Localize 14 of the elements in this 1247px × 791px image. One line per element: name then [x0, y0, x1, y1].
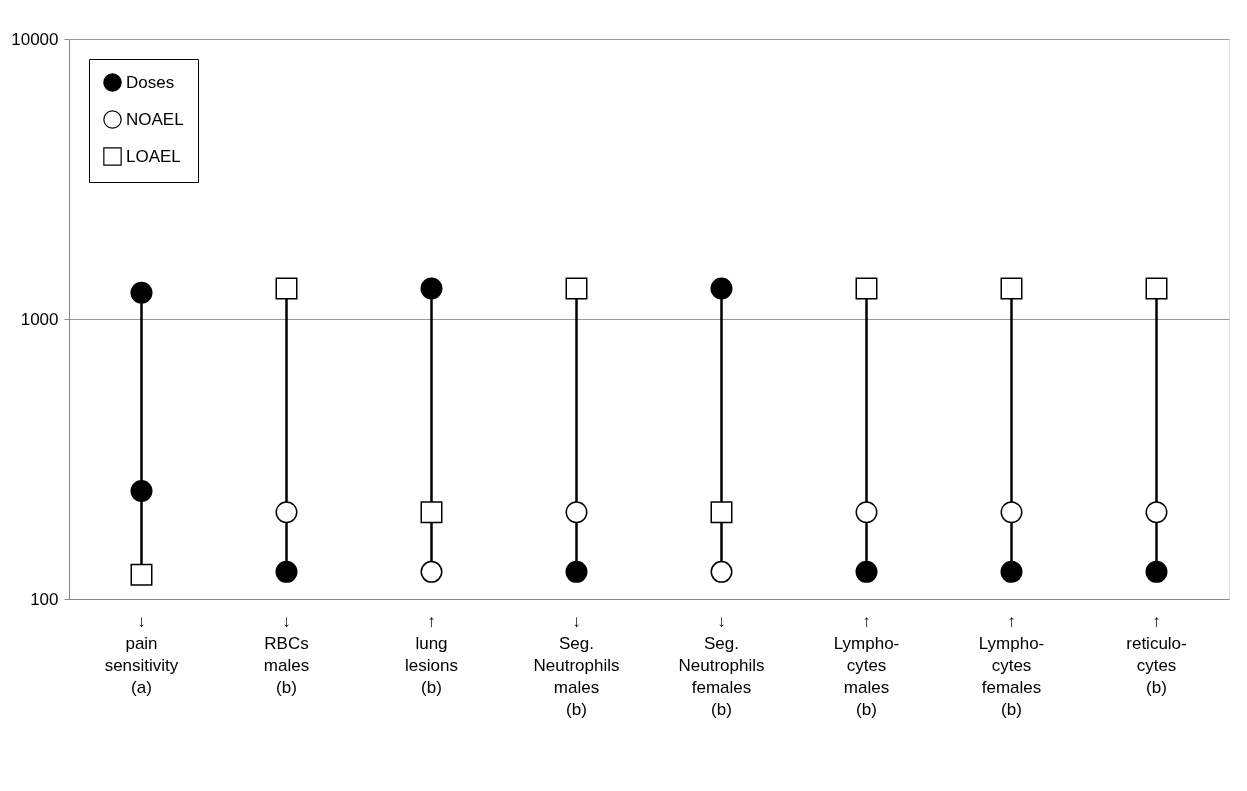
x-tick-label: ↑ lung lesions (b)	[405, 611, 458, 697]
x-tick-label: ↓ Seg. Neutrophils females (b)	[678, 611, 765, 719]
x-tick-label: ↑ Lympho- cytes females (b)	[978, 611, 1045, 719]
x-tick-label: ↑ Lympho- cytes males (b)	[833, 611, 900, 719]
legend-label: NOAEL	[126, 109, 184, 129]
y-tick-label: 1000	[20, 309, 59, 329]
y-tick-label: 10000	[11, 29, 59, 49]
y-tick-label: 100	[30, 589, 59, 609]
x-tick-label: ↓ Seg. Neutrophils males (b)	[533, 611, 620, 719]
x-tick-label: ↓ pain sensitivity (a)	[104, 611, 179, 697]
x-tick-label: ↓ RBCs males (b)	[263, 611, 310, 697]
legend-label: Doses	[126, 72, 175, 92]
legend-label: LOAEL	[126, 146, 181, 166]
x-tick-label: ↑ reticulo- cytes (b)	[1126, 611, 1187, 697]
